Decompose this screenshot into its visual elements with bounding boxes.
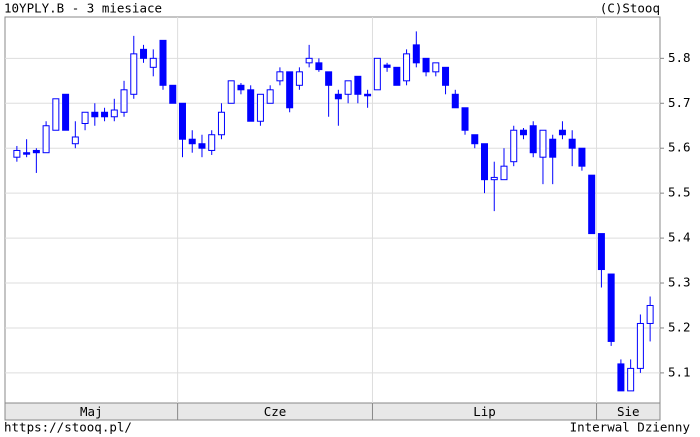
footer-url: https://stooq.pl/ (4, 420, 132, 435)
y-tick-label: 5.6 (668, 140, 691, 155)
candle-body (315, 62, 323, 71)
y-tick-label: 5.5 (668, 185, 691, 200)
candle-body (334, 93, 342, 100)
source: (C)Stooq (600, 1, 660, 16)
candle-body (149, 57, 157, 68)
candle-body (227, 80, 235, 104)
candle-body (23, 152, 31, 155)
y-tick-label: 5.4 (668, 230, 691, 245)
footer-interval: Interwal Dzienny (570, 420, 691, 435)
candle-body (130, 53, 138, 95)
candle-body (549, 138, 557, 158)
candle-body (101, 111, 109, 118)
candle-body (373, 57, 381, 91)
y-tick-label: 5.3 (668, 275, 691, 290)
candle-body (198, 143, 206, 149)
candle-body (188, 138, 196, 145)
candle-body (81, 111, 89, 124)
candle-body (120, 89, 128, 113)
candle-body (217, 111, 225, 136)
candle-body (568, 138, 576, 149)
candle-body (588, 174, 596, 235)
candle-body (256, 93, 264, 122)
candle-body (364, 93, 372, 97)
candle-body (451, 93, 459, 109)
candle-body (432, 62, 440, 73)
candle-body (276, 71, 284, 82)
candle-body (32, 149, 40, 154)
candle-body (140, 48, 148, 59)
candle-body (412, 44, 420, 64)
candle-body (636, 322, 644, 369)
candle-body (422, 57, 430, 73)
candle-body (295, 71, 303, 86)
candle-body (344, 80, 352, 95)
y-tick-label: 5.8 (668, 50, 691, 65)
candle-body (13, 149, 21, 158)
x-axis-band (4, 402, 661, 421)
candle-body (442, 66, 450, 86)
candle-body (62, 93, 70, 131)
candle-body (159, 39, 167, 86)
x-tick-label: Cze (264, 404, 287, 419)
x-tick-label: Sie (617, 404, 640, 419)
candle-body (627, 367, 635, 392)
candle-body (471, 134, 479, 145)
x-tick-label: Lip (473, 404, 496, 419)
candle-body (500, 165, 508, 181)
candle-body (208, 134, 216, 151)
candle-body (597, 233, 605, 271)
candle-body (461, 107, 469, 131)
chart-title: 10YPLY.B - 3 miesiace (4, 1, 162, 16)
y-tick-label: 5.1 (668, 364, 691, 379)
candle-body (325, 71, 333, 86)
candle-body (510, 129, 518, 163)
candle-body (286, 71, 294, 109)
candle-body (169, 84, 177, 104)
candle-body (110, 109, 118, 118)
candle-body (539, 129, 547, 158)
candle-body (91, 111, 99, 118)
candle-body (646, 304, 654, 324)
candle-body (519, 129, 527, 136)
candle-body (237, 84, 245, 91)
candle-body (266, 89, 274, 104)
candle-body (558, 129, 566, 136)
candle-body (305, 57, 313, 64)
candle-body (481, 143, 489, 181)
candle-body (42, 125, 50, 154)
candle-body (247, 89, 255, 122)
candle-body (578, 147, 586, 167)
candle-body (403, 53, 411, 82)
candle-body (52, 98, 60, 131)
x-tick-label: Maj (80, 404, 103, 419)
candle-body (617, 363, 625, 392)
candle-body (393, 66, 401, 86)
candle-body (178, 102, 186, 140)
plot-area (4, 16, 661, 404)
candle-body (354, 75, 362, 95)
candle-body (529, 125, 537, 154)
y-tick-label: 5.7 (668, 95, 691, 110)
candle-body (71, 136, 79, 145)
candle-body (607, 273, 615, 342)
candle-body (490, 176, 498, 181)
y-tick-label: 5.2 (668, 319, 691, 334)
candle-body (383, 64, 391, 68)
